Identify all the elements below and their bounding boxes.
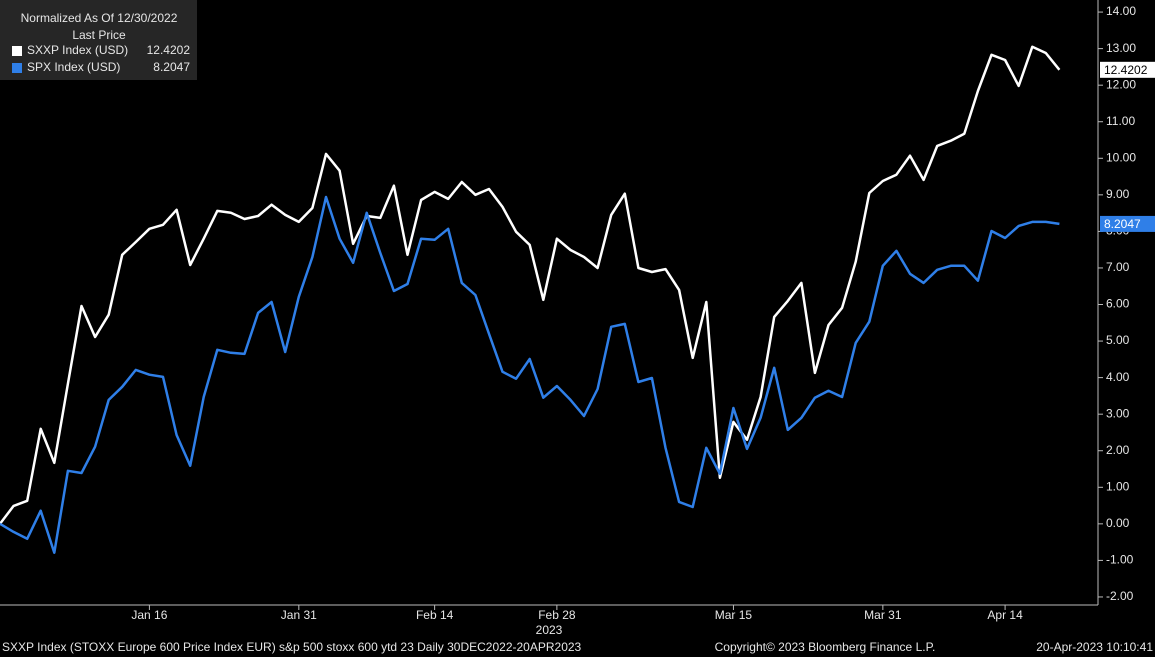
y-tick-label: 1.00 bbox=[1106, 479, 1130, 493]
y-tick-label: 11.00 bbox=[1106, 114, 1135, 128]
normalized-label: Normalized As Of 12/30/2022 bbox=[21, 11, 178, 25]
y-tick-label: 3.00 bbox=[1106, 406, 1130, 420]
x-tick-label: Mar 15 bbox=[715, 608, 753, 622]
series-line bbox=[0, 195, 1060, 554]
y-tick-label: 9.00 bbox=[1106, 187, 1130, 201]
y-tick-label: 13.00 bbox=[1106, 41, 1136, 55]
y-tick-label: 7.00 bbox=[1106, 260, 1130, 274]
x-tick-label: Feb 14 bbox=[416, 608, 454, 622]
y-tick-label: 6.00 bbox=[1106, 297, 1130, 311]
x-tick-label: Apr 14 bbox=[987, 608, 1023, 622]
last-value-box bbox=[1100, 215, 1155, 232]
last-value-label: 12.4202 bbox=[1104, 63, 1148, 77]
y-tick-label: 5.00 bbox=[1106, 333, 1130, 347]
last-value-label: 8.2047 bbox=[1104, 217, 1141, 231]
y-tick-label: 4.00 bbox=[1106, 370, 1130, 384]
legend-value: 8.2047 bbox=[153, 60, 190, 74]
series-line bbox=[0, 45, 1061, 525]
x-tick-label: Mar 31 bbox=[864, 608, 902, 622]
y-tick-label: -1.00 bbox=[1106, 553, 1134, 567]
legend-label: SPX Index (USD) bbox=[27, 60, 120, 74]
x-tick-label: Jan 31 bbox=[281, 608, 317, 622]
y-tick-label: 0.00 bbox=[1106, 516, 1130, 530]
footer-left: SXXP Index (STOXX Europe 600 Price Index… bbox=[2, 640, 582, 654]
field-label: Last Price bbox=[72, 28, 126, 42]
y-tick-label: 2.00 bbox=[1106, 443, 1130, 457]
y-tick-label: 12.00 bbox=[1106, 77, 1136, 91]
footer-right: 20-Apr-2023 10:10:41 bbox=[1036, 640, 1153, 654]
x-tick-label: Feb 28 bbox=[538, 608, 576, 622]
legend-swatch bbox=[12, 63, 22, 73]
legend-box bbox=[0, 0, 197, 80]
y-tick-label: 10.00 bbox=[1106, 150, 1136, 164]
x-tick-label: Jan 16 bbox=[131, 608, 167, 622]
legend-swatch bbox=[12, 46, 22, 56]
x-year-label: 2023 bbox=[536, 623, 563, 637]
last-value-box bbox=[1100, 61, 1155, 78]
footer-center: Copyright© 2023 Bloomberg Finance L.P. bbox=[715, 640, 936, 654]
legend-value: 12.4202 bbox=[147, 43, 191, 57]
y-tick-label: -2.00 bbox=[1106, 589, 1134, 603]
y-tick-label: 14.00 bbox=[1106, 4, 1136, 18]
legend-label: SXXP Index (USD) bbox=[27, 43, 128, 57]
